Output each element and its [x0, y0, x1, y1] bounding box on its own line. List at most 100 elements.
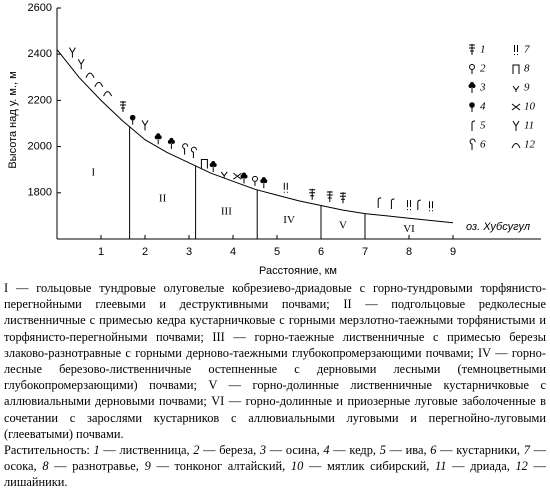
y-tick-label: 1800: [28, 187, 52, 199]
zone-label: VI: [403, 223, 415, 235]
x-tick-label: 8: [406, 246, 412, 258]
x-axis-label: Расстояние, км: [259, 265, 337, 277]
vegetation-name: — осока,: [4, 443, 546, 474]
x-tick-label: 4: [230, 246, 236, 258]
legend-label: 6: [480, 139, 486, 151]
vegetation-symbol: [469, 44, 475, 55]
zones-caption: I — гольцовые тундровые олуговелые кобре…: [4, 281, 546, 441]
vegetation-symbol: [209, 161, 217, 173]
y-tick-label: 2600: [28, 2, 52, 14]
symbol-stroke: [390, 198, 395, 209]
vegetation-number: 10: [290, 459, 304, 474]
vegetation-symbol: [429, 201, 433, 212]
vegetation-symbol: [200, 159, 208, 169]
vegetation-name: — дриада,: [446, 459, 510, 474]
legend-label: 4: [480, 101, 486, 113]
lake-label: оз. Хубсугул: [466, 221, 530, 233]
chart: Высота над у. м., м Расстояние, км оз. Х…: [7, 2, 541, 277]
y-tick-label: 2400: [28, 48, 52, 60]
legend-label: 5: [480, 120, 486, 132]
vegetation-symbol: [240, 172, 248, 184]
symbol-stroke: [200, 159, 208, 169]
vegetation-symbol: [94, 81, 104, 88]
vegetation-symbol: [167, 137, 175, 149]
zone-label: V: [339, 220, 347, 232]
vegetation-number: 11: [435, 459, 447, 474]
vegetation-name: — осина,: [266, 443, 320, 458]
symbol-stroke: [377, 197, 382, 208]
legend-label: 10: [524, 101, 536, 113]
vegetation-caption: Растительность: 1 — лиственница, 2 — бер…: [4, 442, 546, 491]
symbol-stroke: [429, 201, 433, 212]
symbol-dot: [261, 177, 266, 182]
vegetation-symbol: [233, 172, 242, 180]
vegetation-name: — разнотравье,: [48, 459, 139, 474]
page: Высота над у. м., м Расстояние, км оз. Х…: [4, 1, 546, 490]
symbol-stroke: [141, 120, 149, 131]
vegetation-symbol: [182, 143, 189, 155]
vegetation-symbol: [511, 143, 521, 149]
symbol-stroke: [309, 188, 316, 200]
legend-label: 1: [480, 44, 486, 56]
vegetation-title: Растительность:: [4, 443, 90, 458]
vegetation-symbol: [512, 85, 520, 92]
vegetation-symbol: [514, 45, 518, 55]
caption: I — гольцовые тундровые олуговелые кобре…: [4, 280, 546, 491]
y-axis-label: Высота над у. м., м: [7, 71, 19, 168]
vegetation-symbol: [260, 177, 268, 189]
symbol-stroke: [407, 200, 411, 211]
symbol-stroke: [120, 100, 126, 112]
vegetation-symbol: [390, 198, 395, 209]
y-tick-label: 2000: [28, 141, 52, 153]
symbol-stroke: [190, 146, 197, 159]
vegetation-symbol: [511, 103, 521, 111]
symbol-dot: [211, 161, 216, 166]
symbol-stroke: [417, 199, 421, 211]
x-tick-label: 5: [274, 246, 280, 258]
legend-label: 9: [524, 82, 530, 94]
symbol-stroke: [511, 103, 521, 111]
symbol-stroke: [283, 182, 288, 193]
symbol-dot: [156, 133, 161, 138]
vegetation-symbol: [103, 91, 113, 97]
symbol-stroke: [469, 138, 476, 150]
vegetation-name: — кедр,: [329, 443, 376, 458]
symbol-dot: [469, 64, 475, 70]
vegetation-name: — лиственница,: [99, 443, 190, 458]
symbol-dot: [252, 175, 258, 182]
symbol-stroke: [182, 143, 189, 155]
vegetation-symbol: [120, 100, 126, 112]
symbol-dot: [469, 102, 475, 108]
symbol-dot: [169, 137, 174, 142]
legend-label: 2: [480, 63, 486, 75]
vegetation-symbol: [469, 138, 476, 150]
symbol-stroke: [326, 191, 333, 203]
vegetation-symbol: [220, 171, 228, 178]
symbol-stroke: [512, 120, 520, 131]
vegetation-symbol: [154, 133, 162, 145]
vegetation-symbol: [468, 82, 476, 93]
vegetation-symbol: [469, 64, 475, 74]
zone-label: II: [159, 192, 167, 204]
vegetation-symbol: [340, 192, 346, 204]
vegetation-number: 7: [523, 443, 530, 458]
profile-line: [56, 49, 454, 224]
vegetation-number: 3: [259, 443, 267, 458]
vegetation-number: 8: [42, 459, 49, 474]
symbol-stroke: [233, 172, 242, 180]
vegetation-name: — мятлик сибирский,: [303, 459, 430, 474]
vegetation-symbol: [471, 120, 476, 131]
x-tick-label: 6: [318, 246, 324, 258]
vegetation-symbol: [85, 72, 95, 78]
symbol-stroke: [340, 192, 346, 204]
vegetation-symbol: [377, 197, 382, 208]
symbol-stroke: [512, 85, 520, 92]
y-tick-label: 2200: [28, 94, 52, 106]
vegetation-symbol: [407, 200, 411, 211]
x-tick-label: 7: [362, 246, 368, 258]
symbol-stroke: [469, 44, 475, 55]
vegetation-symbol: [512, 64, 520, 74]
symbol-dot: [242, 172, 246, 177]
vegetation-symbol: [512, 120, 520, 131]
symbol-stroke: [103, 91, 113, 97]
